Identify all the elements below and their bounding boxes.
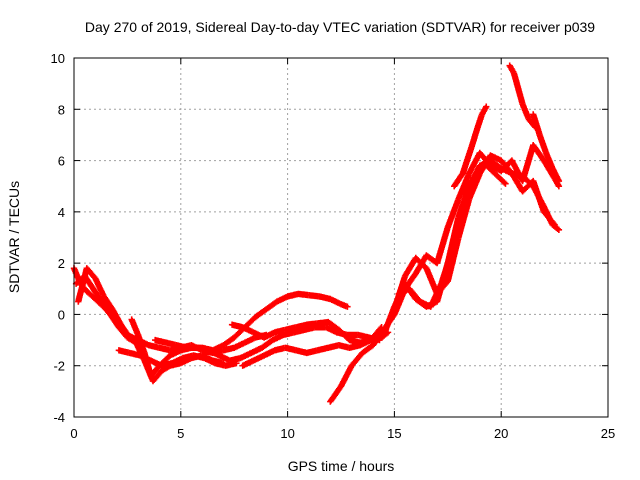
data-points [70,62,563,405]
data-point [555,177,563,185]
data-point-segment [100,293,115,312]
data-point-segment [83,265,98,281]
y-tick-label: 8 [58,102,65,117]
data-point-segment [427,281,444,310]
data-point-segment [515,85,526,106]
data-point-segment [478,105,489,118]
data-point-segment [107,311,122,330]
data-point-segment [510,70,522,91]
data-point-segment [335,326,352,343]
series-track-15 [530,111,563,185]
data-point-segment [549,221,561,232]
data-point-segment [542,149,555,170]
data-point-segment [92,275,107,299]
axis-ticks: 0 5 10 15 20 25 -4 -2 0 2 4 6 8 10 [51,51,616,441]
data-point [483,103,490,110]
x-tick-label: 25 [601,426,615,441]
data-point-segment [117,321,132,340]
x-axis-label: GPS time / hours [288,458,395,474]
data-point-segment [530,183,547,209]
data-point-segment [540,203,555,227]
data-point-segment [470,161,487,185]
y-tick-label: 10 [51,51,65,66]
data-point-segment [459,146,474,177]
data-point-segment [147,363,162,380]
y-axis-label: SDTVAR / TECUs [6,181,22,293]
data-point [126,334,133,341]
data-point-segment [459,179,477,216]
data-point-segment [220,335,237,349]
y-tick-label: -2 [53,359,65,374]
data-point-segment [75,266,90,305]
data-point-segment [380,305,397,339]
data-point-segment [401,256,419,280]
data-point-segment [166,347,183,359]
x-tick-label: 10 [280,426,294,441]
data-point-segment [348,351,365,369]
data-point-segment [252,307,269,321]
chart-title: Day 270 of 2019, Sidereal Day-to-day VTE… [85,19,595,35]
series-track-13 [451,103,490,190]
data-point-segment [83,288,98,302]
data-point-segment [325,318,341,333]
data-point-segment [433,225,451,267]
data-point-segment [451,171,466,190]
data-point-segment [536,131,549,155]
y-tick-label: 0 [58,307,65,322]
x-tick-label: 5 [177,426,184,441]
series-track-3 [75,265,133,341]
data-point-segment [487,157,504,171]
data-point-segment [519,172,536,189]
series-track-5 [128,290,351,380]
data-point-segment [359,343,375,357]
data-point-segment [480,159,497,176]
data-point-segment [98,298,113,317]
data-point-segment [448,210,466,254]
data-point-segment [134,331,148,355]
data-point-segment [491,170,508,186]
data-point-segment [149,368,164,385]
data-point-segment [263,299,279,313]
data-point-segment [327,384,344,405]
y-tick-label: 2 [58,256,65,271]
plot-frame [73,57,609,418]
data-point-segment [156,353,173,369]
data-point-segment [327,295,343,307]
x-tick-label: 15 [387,426,401,441]
data-point-segment [128,316,141,337]
data-point-segment [412,254,429,271]
data-point-segment [519,101,532,122]
data-point-segment [455,171,472,203]
data-point-segment [260,347,277,359]
data-point-segment [498,157,514,176]
data-point-segment [90,285,105,304]
y-tick-label: 6 [58,154,65,169]
y-tick-label: 4 [58,205,65,220]
grid-lines [74,58,608,417]
data-point-segment [438,248,455,287]
y-tick-label: -4 [53,410,65,425]
data-point [502,180,509,187]
data-point-segment [258,337,275,351]
x-tick-label: 0 [70,426,77,441]
data-point-segment [337,364,355,390]
data-point-segment [406,285,423,304]
data-point-segment [530,111,543,137]
data-point-segment [466,151,483,177]
data-point [555,226,563,234]
data-point-segment [444,197,462,231]
data-point-segment [269,332,285,344]
data-point [344,303,351,310]
data-point-segment [468,125,481,151]
data-point-segment [530,142,547,163]
data-point-segment [109,306,124,327]
series-track-12 [395,159,509,310]
x-tick-label: 20 [494,426,508,441]
